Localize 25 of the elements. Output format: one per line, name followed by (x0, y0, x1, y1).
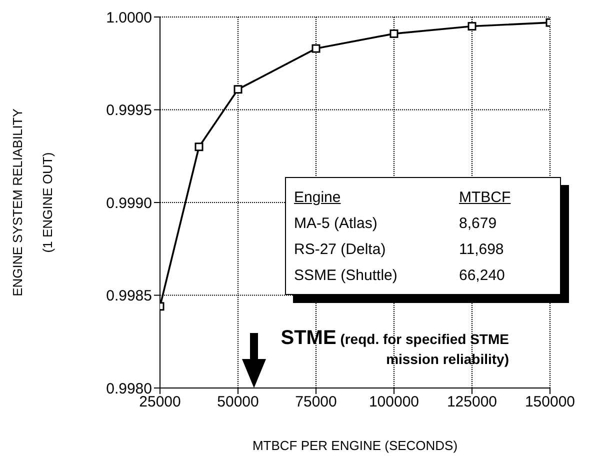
point (468, 22, 476, 31)
y-tick-label: 0.9985 (106, 288, 152, 305)
y-axis-title: ENGINE SYSTEM RELIABILITY (1 ENGINE OUT) (10, 108, 55, 296)
annotation: MTBCF (459, 188, 511, 206)
annotation: 11,698 (459, 240, 504, 258)
annotation: SSME (Shuttle) (294, 266, 398, 284)
annotation: 8,679 (459, 214, 497, 232)
y-tick-label: 1.0000 (106, 9, 152, 26)
x-tick-label: 125000 (446, 394, 498, 411)
x-tick-label: 150000 (524, 394, 576, 411)
annotation: RS-27 (Delta) (294, 240, 386, 258)
x-tick-label: 100000 (368, 394, 420, 411)
annotation: 66,240 (459, 266, 505, 284)
point (194, 142, 204, 152)
point (234, 85, 242, 94)
annotation: Engine (294, 188, 341, 206)
annotation: MA-5 (Atlas) (294, 214, 378, 232)
y-tick-label: 0.9990 (106, 194, 152, 212)
point (312, 44, 320, 53)
y-tick-label: 0.9995 (106, 102, 152, 120)
x-axis-title: MTBCF PER ENGINE (SECONDS) (252, 438, 458, 453)
annotation: STME (reqd. for specified STME mission reliability) (280, 327, 509, 369)
x-tick-label: 75000 (295, 394, 337, 411)
point (390, 29, 398, 38)
x-tick-label: 50000 (217, 394, 259, 411)
